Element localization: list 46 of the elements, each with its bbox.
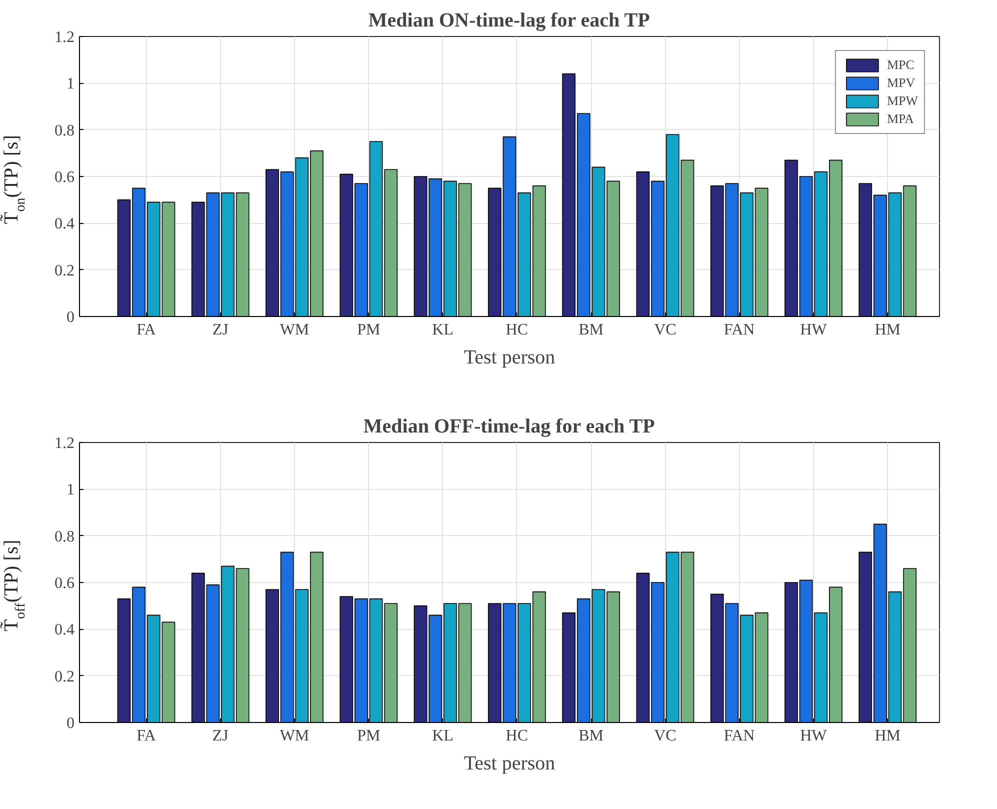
y-tick-label: 0.8: [54, 528, 74, 546]
y-tick-label: 0.4: [54, 216, 74, 233]
y-tick-label: 1: [66, 76, 74, 93]
legend-label: MPW: [886, 93, 918, 109]
x-tick-label: HM: [874, 728, 900, 744]
x-tick-label: HM: [874, 322, 900, 338]
x-tick-label: VC: [654, 322, 676, 338]
y-tick-label: 0.6: [54, 169, 74, 186]
legend-label: MPC: [886, 57, 914, 73]
x-tick-label: BM: [578, 322, 604, 338]
y-tick-label: 1: [66, 482, 74, 499]
x-tick-label: WM: [280, 322, 310, 338]
y-tick-label: 0: [66, 715, 74, 732]
legend-label: MPV: [886, 75, 916, 91]
x-tick-label: HW: [800, 322, 828, 338]
y-tick-label: 0.2: [54, 668, 74, 686]
y-tick-label: 1.2: [54, 435, 74, 452]
y-tick-label: 0: [66, 309, 74, 326]
x-tick-label: FAN: [724, 322, 756, 338]
x-axis-title: Test person: [464, 346, 556, 368]
x-tick-label: KL: [432, 322, 454, 338]
y-tick-label: 0.8: [54, 122, 74, 140]
legend-label: MPA: [886, 111, 914, 127]
x-tick-label: FAN: [724, 728, 756, 744]
x-tick-label: BM: [578, 728, 604, 744]
x-tick-label: PM: [357, 322, 380, 338]
chart-title: Median OFF-time-lag for each TP: [363, 416, 655, 438]
y-tick-label: 1.2: [54, 29, 74, 46]
x-tick-label: KL: [432, 728, 454, 744]
x-tick-label: PM: [357, 728, 380, 744]
x-tick-label: HW: [800, 728, 828, 744]
x-tick-label: VC: [654, 728, 676, 744]
y-tick-label: 0.6: [54, 575, 74, 592]
x-tick-label: ZJ: [212, 322, 228, 338]
x-axis-title: Test person: [464, 752, 556, 774]
x-tick-label: FA: [136, 728, 156, 744]
x-tick-label: HC: [506, 322, 528, 338]
y-axis-title: T̃on(TP) [s]: [0, 134, 28, 224]
chart-title: Median ON-time-lag for each TP: [368, 10, 650, 32]
y-tick-label: 0.4: [54, 622, 74, 639]
x-tick-label: ZJ: [212, 728, 228, 744]
y-axis-title: T̃off(TP) [s]: [0, 540, 28, 632]
x-tick-label: WM: [280, 728, 310, 744]
x-tick-label: FA: [136, 322, 156, 338]
x-tick-label: HC: [506, 728, 528, 744]
y-tick-label: 0.2: [54, 262, 74, 280]
